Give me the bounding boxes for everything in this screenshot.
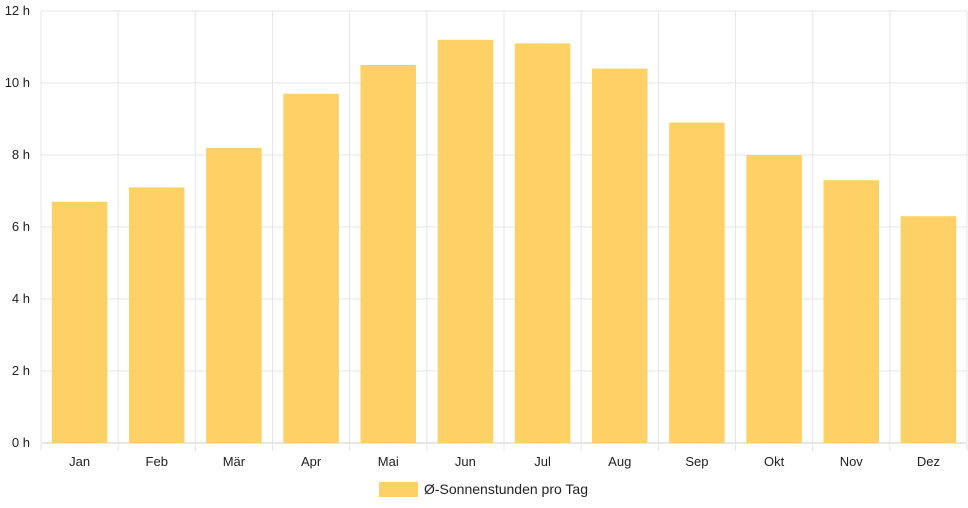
grid-lines: [40, 10, 968, 451]
bar[interactable]: [128, 187, 185, 443]
bar[interactable]: [437, 39, 494, 444]
legend-item[interactable]: Ø-Sonnenstunden pro Tag: [379, 481, 588, 497]
y-tick-label: 8 h: [12, 147, 30, 162]
x-tick-label: Jan: [69, 454, 90, 469]
x-tick-label: Apr: [301, 454, 322, 469]
bar[interactable]: [746, 155, 802, 443]
bar[interactable]: [283, 93, 339, 444]
y-tick-label: 6 h: [12, 219, 30, 234]
x-tick-label: Jul: [534, 454, 551, 469]
bar[interactable]: [669, 122, 725, 443]
x-tick-label: Mai: [378, 454, 399, 469]
legend[interactable]: Ø-Sonnenstunden pro Tag: [379, 481, 588, 497]
legend-swatch: [379, 482, 418, 497]
bar-series: [51, 39, 957, 444]
x-tick-label: Mär: [223, 454, 246, 469]
y-axis: 0 h 2 h 4 h 6 h 8 h 10 h 12 h: [5, 3, 30, 450]
x-tick-label: Jun: [455, 454, 476, 469]
y-tick-label: 10 h: [5, 75, 30, 90]
bar[interactable]: [900, 216, 957, 443]
x-axis: Jan Feb Mär Apr Mai Jun Jul Aug Sep Okt Nov Dez: [69, 454, 940, 469]
x-tick-label: Nov: [840, 454, 864, 469]
bar[interactable]: [360, 65, 417, 443]
x-tick-label: Aug: [608, 454, 631, 469]
bar[interactable]: [206, 147, 262, 444]
y-tick-label: 4 h: [12, 291, 30, 306]
bar[interactable]: [823, 180, 880, 443]
bar[interactable]: [514, 43, 571, 444]
x-tick-label: Okt: [764, 454, 785, 469]
y-tick-label: 0 h: [12, 435, 30, 450]
legend-label: Ø-Sonnenstunden pro Tag: [424, 481, 588, 497]
x-tick-label: Sep: [685, 454, 708, 469]
y-tick-label: 12 h: [5, 3, 30, 18]
x-tick-label: Dez: [917, 454, 940, 469]
bar[interactable]: [591, 68, 648, 443]
bar[interactable]: [51, 201, 108, 443]
y-tick-label: 2 h: [12, 363, 30, 378]
x-tick-label: Feb: [146, 454, 168, 469]
